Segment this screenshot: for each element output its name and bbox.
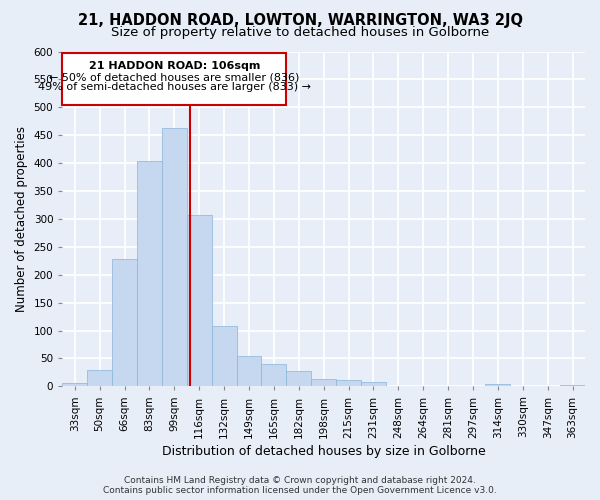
Text: 21, HADDON ROAD, LOWTON, WARRINGTON, WA3 2JQ: 21, HADDON ROAD, LOWTON, WARRINGTON, WA3… (77, 12, 523, 28)
X-axis label: Distribution of detached houses by size in Golborne: Distribution of detached houses by size … (162, 444, 485, 458)
Text: ← 50% of detached houses are smaller (836): ← 50% of detached houses are smaller (83… (49, 72, 299, 82)
Bar (311, 378, 336, 386)
Bar (262, 364, 286, 386)
Bar (187, 215, 212, 386)
Text: Size of property relative to detached houses in Golborne: Size of property relative to detached ho… (111, 26, 489, 39)
Y-axis label: Number of detached properties: Number of detached properties (15, 126, 28, 312)
Bar (361, 382, 386, 386)
Bar (87, 370, 112, 386)
Text: Contains HM Land Registry data © Crown copyright and database right 2024.
Contai: Contains HM Land Registry data © Crown c… (103, 476, 497, 495)
Bar (112, 259, 137, 386)
Bar (485, 384, 511, 386)
Bar (336, 380, 361, 386)
Bar (212, 326, 236, 386)
Bar (62, 383, 87, 386)
Text: 21 HADDON ROAD: 106sqm: 21 HADDON ROAD: 106sqm (89, 61, 260, 71)
Bar (236, 356, 262, 386)
Bar (560, 384, 585, 386)
Bar (286, 372, 311, 386)
Text: 49% of semi-detached houses are larger (833) →: 49% of semi-detached houses are larger (… (38, 82, 311, 92)
Bar (137, 162, 162, 386)
FancyBboxPatch shape (62, 52, 286, 104)
Bar (162, 128, 187, 386)
